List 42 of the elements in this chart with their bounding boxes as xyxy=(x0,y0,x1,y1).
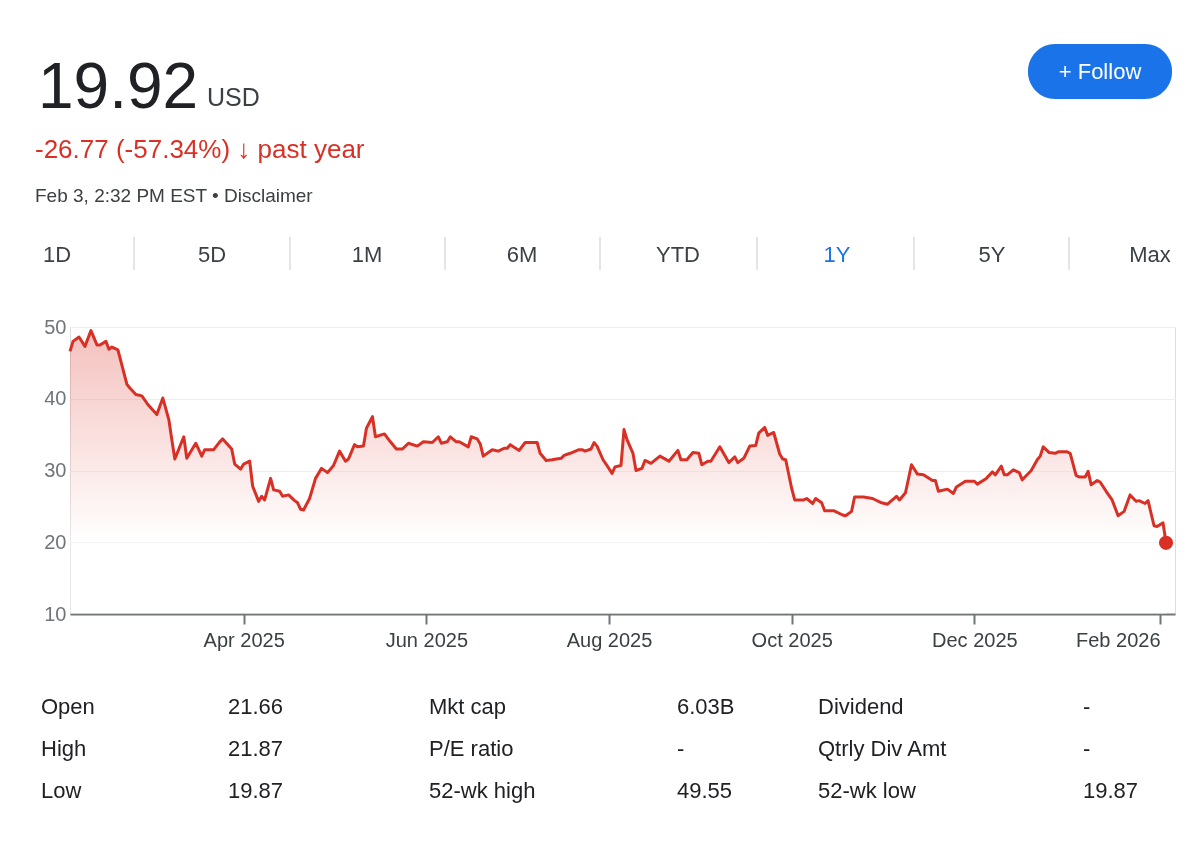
y-tick-label: 30 xyxy=(44,459,67,481)
x-tick-label: Dec 2025 xyxy=(932,628,1018,651)
x-tick-label: Oct 2025 xyxy=(751,628,833,651)
y-tick-label: 40 xyxy=(44,387,67,410)
text: - xyxy=(1083,736,1091,761)
text: P/E ratio xyxy=(429,736,514,761)
text: YTD xyxy=(656,242,700,267)
text: 21.87 xyxy=(228,736,284,761)
text: 5Y xyxy=(978,242,1006,267)
text: Qtrly Div Amt xyxy=(818,736,947,761)
text: USD xyxy=(207,83,260,111)
text: 5D xyxy=(197,242,227,267)
x-tick-label: Feb 2026 xyxy=(1076,628,1161,651)
text: 52-wk low xyxy=(818,778,916,803)
chart-title: 19.92 xyxy=(38,50,199,122)
text: - xyxy=(677,736,685,761)
text: 1Y xyxy=(823,242,851,267)
text: 52-wk high xyxy=(429,778,536,803)
y-tick-label: 20 xyxy=(44,530,67,553)
text: 21.66 xyxy=(228,694,284,719)
text: + Follow xyxy=(1058,59,1142,84)
text: 1D xyxy=(42,242,72,267)
text: 19.87 xyxy=(1083,778,1139,803)
text: Low xyxy=(41,778,82,803)
text: 1M xyxy=(351,242,383,267)
x-tick-label: Apr 2025 xyxy=(203,628,285,651)
text: 6M xyxy=(506,242,538,267)
x-tick-label: Jun 2025 xyxy=(385,628,468,651)
text: 49.55 xyxy=(677,778,733,803)
text: Open xyxy=(41,694,95,719)
text: 6.03B xyxy=(677,694,735,719)
x-tick-label: Aug 2025 xyxy=(566,628,653,651)
text: 19.87 xyxy=(228,778,284,803)
text: Mkt cap xyxy=(429,694,507,719)
text: High xyxy=(41,736,87,761)
text: Feb 3, 2:32 PM EST • Disclaimer xyxy=(35,185,314,206)
text: Dividend xyxy=(818,694,904,719)
text: - xyxy=(1083,694,1091,719)
text: Max xyxy=(1129,242,1171,267)
y-tick-label: 50 xyxy=(44,315,67,338)
text: -26.77 (-57.34%) ↓ past year xyxy=(35,134,365,164)
y-tick-label: 10 xyxy=(44,602,67,625)
